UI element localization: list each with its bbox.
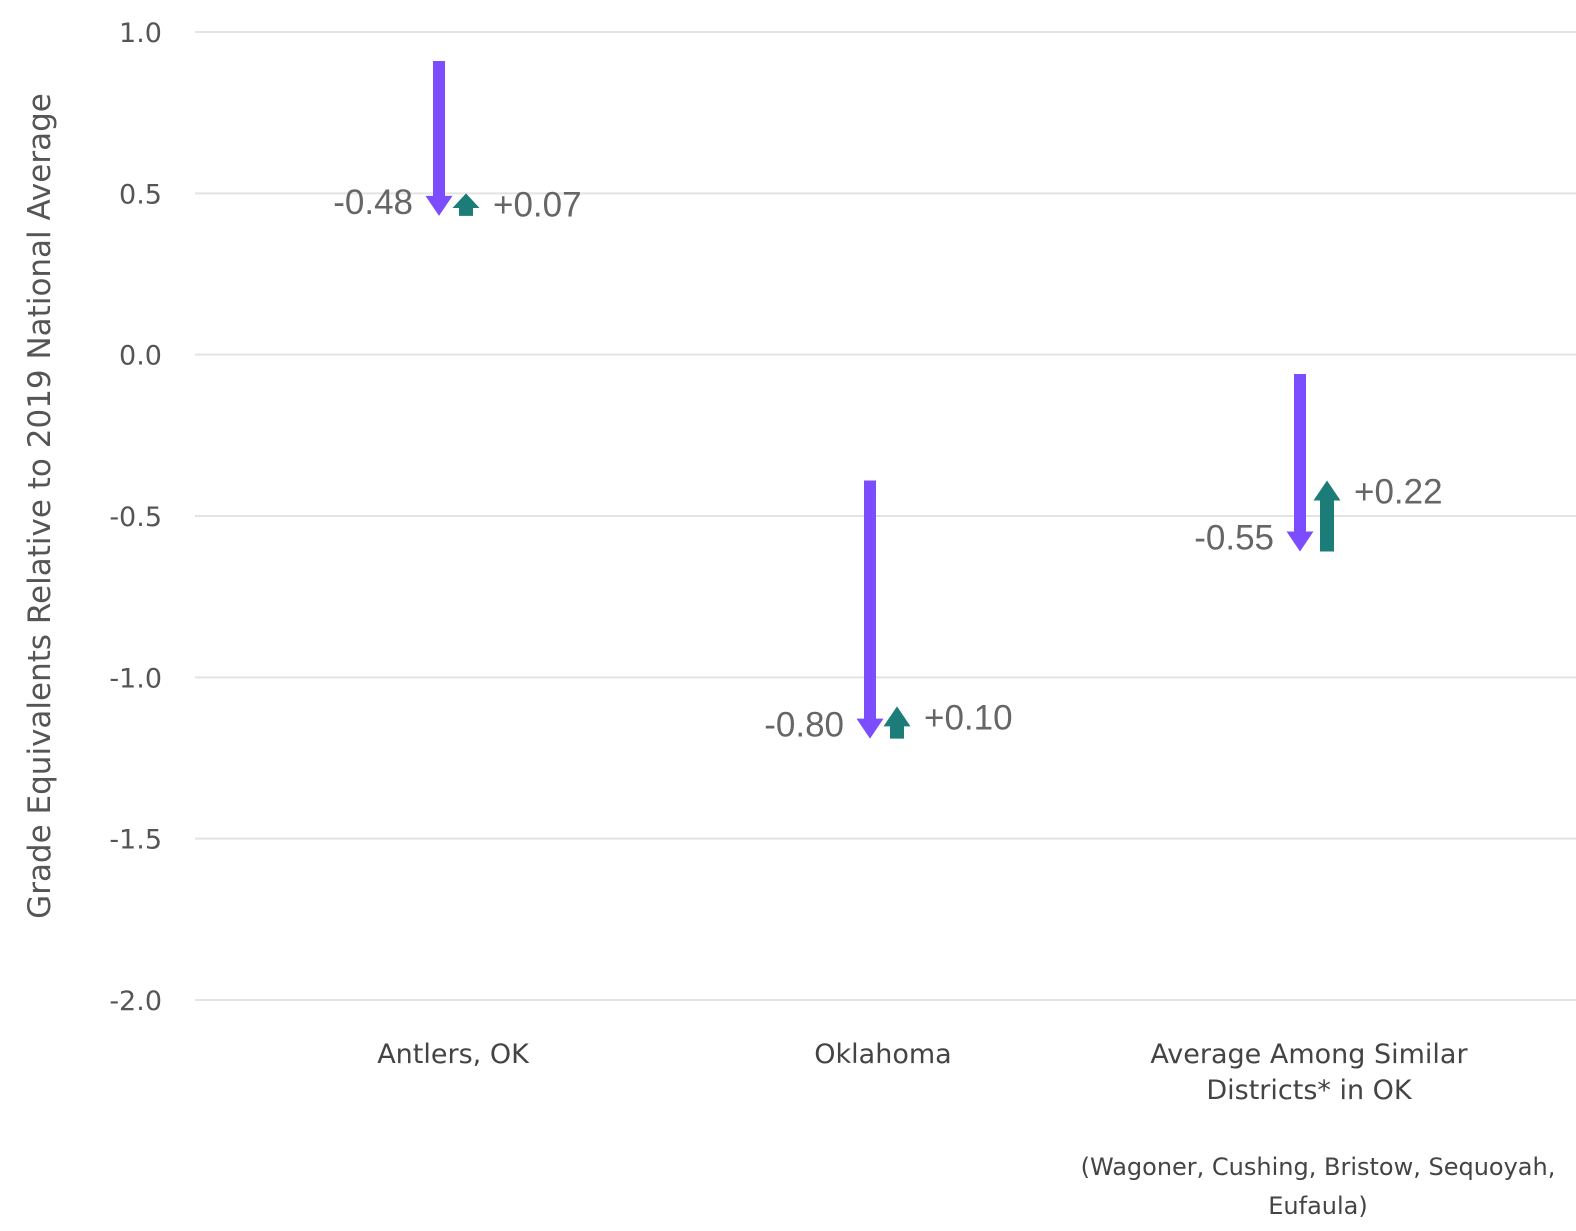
y-tick-label: 0.5 [119,179,162,210]
data-labels: -0.48 +0.07 -0.80 +0.10 -0.55 +0.22 [333,183,1442,745]
y-axis-ticks: 1.0 0.5 0.0 -0.5 -1.0 -1.5 -2.0 [109,18,162,1017]
x-category-label: Oklahoma [814,1039,951,1070]
x-category-label: Districts* in OK [1206,1075,1413,1106]
y-tick-label: -0.5 [109,502,162,533]
decline-value-label: -0.80 [764,706,844,745]
y-axis-title: Grade Equivalents Relative to 2019 Natio… [22,93,58,919]
y-tick-label: -1.5 [109,825,162,856]
recovery-arrow [1313,480,1341,552]
recovery-arrow [883,706,911,739]
decline-value-label: -0.55 [1194,518,1274,557]
decline-value-label: -0.48 [333,183,413,222]
recovery-value-label: +0.10 [924,698,1013,737]
change-arrows [425,61,1341,739]
x-category-label: Average Among Similar [1150,1039,1468,1070]
recovery-value-label: +0.07 [493,185,582,224]
y-tick-label: 0.0 [119,341,162,372]
y-tick-label: -1.0 [109,663,162,694]
x-category-note: Eufaula) [1268,1192,1367,1220]
recovery-value-label: +0.22 [1354,473,1443,512]
y-tick-label: 1.0 [119,18,162,49]
gridlines [195,31,1576,1001]
recovery-arrow [452,193,480,216]
y-tick-label: -2.0 [109,986,162,1017]
decline-arrow [425,61,453,216]
decline-arrow [856,480,884,739]
x-category-label: Antlers, OK [377,1039,530,1070]
x-category-note: (Wagoner, Cushing, Bristow, Sequoyah, [1081,1153,1556,1181]
decline-arrow [1286,374,1314,552]
x-axis-categories: Antlers, OK Oklahoma Average Among Similar… [377,1039,1555,1220]
